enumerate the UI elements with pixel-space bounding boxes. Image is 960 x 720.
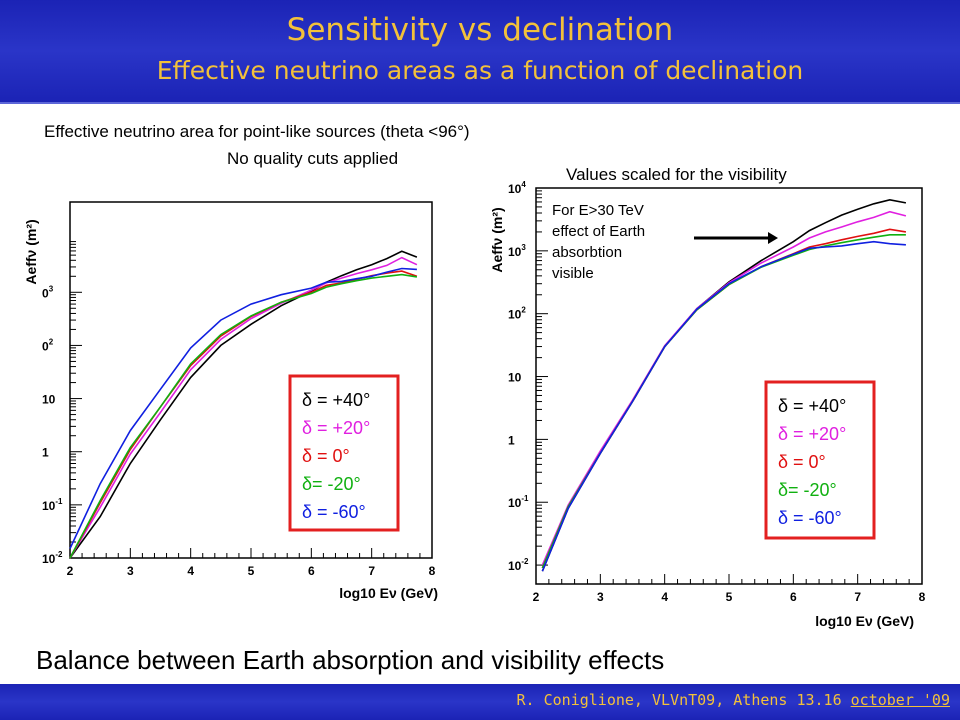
chart0-legend-entry-0: δ = +40° [302, 390, 370, 410]
chart0-legend-entry-4: δ = -60° [302, 502, 366, 522]
chart0-x-tick-label: 8 [429, 564, 436, 578]
chart0-x-tick-label: 6 [308, 564, 315, 578]
chart1-series-line-4 [541, 240, 906, 572]
chart1-x-axis-label: log10 Eν (GeV) [815, 613, 914, 629]
chart1-legend-entry-4: δ = -60° [778, 508, 842, 528]
chart0-y-tick-label: 1 [42, 446, 49, 460]
chart0-x-tick-label: 4 [187, 564, 194, 578]
chart1-y-tick-label: 104 [508, 180, 526, 196]
chart1-annotation-line-3: visible [552, 265, 594, 282]
chart1-legend-entry-0: δ = +40° [778, 396, 846, 416]
slide-title: Sensitivity vs declination [286, 12, 674, 48]
chart1-annotation-line-2: absorbtion [552, 244, 622, 261]
chart1-legend-entry-2: δ = 0° [778, 452, 826, 472]
chart0-y-axis-label: Aeffν (m²) [23, 219, 39, 284]
chart1-y-tick-label: 102 [508, 306, 526, 322]
left-caption-line2: No quality cuts applied [227, 149, 399, 168]
chart0-series-line-3 [69, 273, 418, 559]
chart1-x-tick-label: 5 [726, 590, 733, 604]
chart0-legend-box [288, 374, 400, 532]
chart0-x-tick-label: 3 [127, 564, 134, 578]
chart1-y-tick-label: 10-1 [508, 494, 529, 510]
chart1-y-tick-label: 10 [508, 371, 522, 385]
chart1-annotation-line-1: effect of Earth [552, 223, 645, 240]
footer-prefix: R. Coniglione, VLVnT09, Athens 13.16 [516, 691, 851, 709]
chart1-x-tick-label: 8 [919, 590, 926, 604]
chart0-x-tick-label: 2 [67, 564, 74, 578]
conclusion-text: Balance between Earth absorption and vis… [36, 645, 665, 675]
chart0-x-tick-label: 5 [248, 564, 255, 578]
chart1-y-tick-label: 10-2 [508, 557, 529, 573]
chart0-x-tick-label: 7 [368, 564, 375, 578]
chart0-y-tick-label: 10-2 [42, 550, 63, 566]
footer-credit: R. Coniglione, VLVnT09, Athens 13.16 oct… [517, 691, 950, 709]
chart0-y-tick-label: 02 [42, 337, 54, 353]
chart0-y-tick-label: 03 [42, 284, 54, 300]
title-banner [0, 0, 960, 102]
chart1-y-tick-label: 1 [508, 433, 515, 447]
chart0-legend-entry-1: δ = +20° [302, 418, 370, 438]
chart1-legend-entry-3: δ= -20° [778, 480, 837, 500]
chart1-x-tick-label: 3 [597, 590, 604, 604]
chart1-y-tick-label: 103 [508, 243, 526, 259]
chart1-legend-box [764, 380, 876, 540]
chart1-x-tick-label: 2 [533, 590, 540, 604]
slide-subtitle: Effective neutrino areas as a function o… [156, 56, 804, 85]
chart1-x-tick-label: 7 [854, 590, 861, 604]
footer-date: october '09 [850, 691, 950, 709]
chart0-legend-entry-2: δ = 0° [302, 446, 350, 466]
chart1-y-axis-label: Aeffν (m²) [489, 207, 505, 272]
chart0-legend-entry-3: δ= -20° [302, 474, 361, 494]
chart1-annotation-line-0: For E>30 TeV [552, 202, 644, 219]
chart0-y-tick-label: 10 [42, 393, 56, 407]
chart1-annotation-arrowhead [768, 232, 778, 244]
chart0-series-line-4 [69, 267, 417, 549]
chart0-x-axis-label: log10 Eν (GeV) [339, 585, 438, 601]
banner-divider [0, 102, 960, 104]
left-caption-line1: Effective neutrino area for point-like s… [44, 122, 470, 141]
chart0-y-tick-label: 10-1 [42, 497, 63, 513]
chart1-series-line-1 [541, 210, 907, 566]
footer-bar [0, 684, 960, 720]
chart1-x-tick-label: 4 [661, 590, 668, 604]
chart1-legend-entry-1: δ = +20° [778, 424, 846, 444]
right-caption: Values scaled for the visibility [566, 165, 787, 184]
chart1-x-tick-label: 6 [790, 590, 797, 604]
